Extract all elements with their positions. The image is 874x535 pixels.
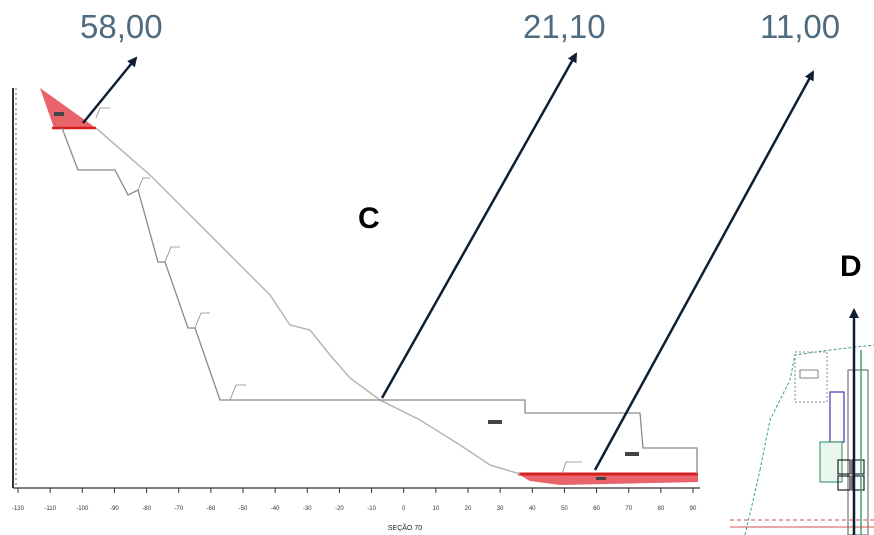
level-tags xyxy=(95,107,582,475)
value-right: 11,00 xyxy=(760,8,841,45)
x-tick-marks xyxy=(17,488,694,493)
y-axis xyxy=(12,88,17,488)
label-c: C xyxy=(358,202,380,235)
x-tick-label: 10 xyxy=(433,506,440,512)
x-tick-label: -60 xyxy=(207,506,216,512)
x-axis xyxy=(13,487,700,493)
x-axis-title: SEÇÃO 70 xyxy=(388,523,422,532)
x-tick-label: 20 xyxy=(465,506,472,512)
x-tick-label: -30 xyxy=(303,506,312,512)
arrow-right xyxy=(593,70,815,471)
x-tick-label: -120 xyxy=(12,506,25,512)
x-tick-label: 80 xyxy=(658,506,665,512)
x-tick-label: 90 xyxy=(690,506,697,512)
x-tick-label: -50 xyxy=(239,506,248,512)
x-tick-label: -90 xyxy=(110,506,119,512)
x-tick-label: 30 xyxy=(497,506,504,512)
x-tick-label: 40 xyxy=(529,506,536,512)
value-left: 58,00 xyxy=(80,8,163,45)
x-tick-label: -10 xyxy=(367,506,376,512)
terrain-profile xyxy=(95,127,521,475)
x-tick-label: 70 xyxy=(625,506,632,512)
x-tick-label: -40 xyxy=(271,506,280,512)
value-middle: 21,10 xyxy=(523,8,606,45)
label-d: D xyxy=(840,250,862,283)
red-fill-top xyxy=(40,88,96,128)
x-tick-label: 50 xyxy=(561,506,568,512)
x-tick-label: 60 xyxy=(593,506,600,512)
arrow-middle xyxy=(380,52,578,399)
arrow-left xyxy=(82,56,138,124)
x-tick-label: -110 xyxy=(44,506,56,512)
x-tick-label: 0 xyxy=(402,506,406,512)
x-tick-label: -20 xyxy=(335,506,344,512)
x-tick-label: -70 xyxy=(174,506,183,512)
site-plan-thumbnail xyxy=(730,344,874,535)
design-profile xyxy=(61,127,698,474)
x-tick-label: -80 xyxy=(142,506,151,512)
red-fill-bottom xyxy=(518,474,698,485)
tag-marks xyxy=(54,112,639,480)
x-tick-label: -100 xyxy=(76,506,89,512)
